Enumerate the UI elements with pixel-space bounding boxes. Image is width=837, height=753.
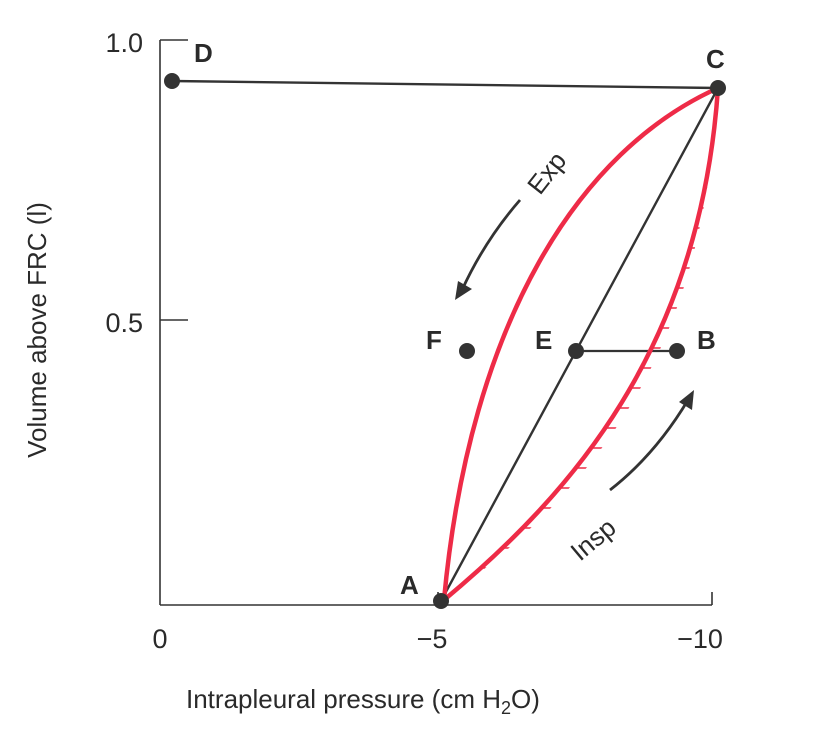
x-axis-title-main: Intrapleural pressure (cm H — [186, 684, 501, 714]
point-label-b: B — [697, 325, 716, 355]
point-f-marker — [459, 343, 475, 359]
x-axis-title-end: O) — [511, 684, 540, 714]
expiration-arrow — [455, 199, 522, 300]
point-c-marker — [710, 80, 726, 96]
line-d-c — [171, 79, 719, 90]
expiration-label: Exp — [521, 146, 572, 200]
point-d-marker — [164, 73, 180, 89]
point-label-a: A — [400, 570, 419, 600]
point-b-marker — [669, 343, 685, 359]
points — [164, 73, 726, 609]
point-label-e: E — [535, 325, 552, 355]
point-label-c: C — [706, 44, 725, 74]
inspiration-label: Insp — [565, 512, 622, 567]
x-tick-label-minus5: −5 — [417, 624, 448, 654]
point-a-marker — [433, 593, 449, 609]
point-label-d: D — [194, 38, 213, 68]
y-tick-label-05: 0.5 — [105, 308, 143, 338]
x-tick-label-minus10: −10 — [677, 624, 723, 654]
inspiration-arrow — [609, 390, 694, 492]
y-tick-label-1: 1.0 — [105, 28, 143, 58]
expiration-curve — [441, 85, 721, 603]
x-axis-title: Intrapleural pressure (cm H2O) — [186, 684, 540, 718]
x-axis-title-subscript: 2 — [501, 698, 511, 718]
point-e-marker — [568, 343, 584, 359]
x-tick-label-0: 0 — [152, 624, 167, 654]
inspiration-curve — [441, 85, 721, 603]
y-axis-title: Volume above FRC (l) — [22, 202, 52, 458]
point-label-f: F — [426, 325, 442, 355]
axes — [159, 39, 713, 606]
